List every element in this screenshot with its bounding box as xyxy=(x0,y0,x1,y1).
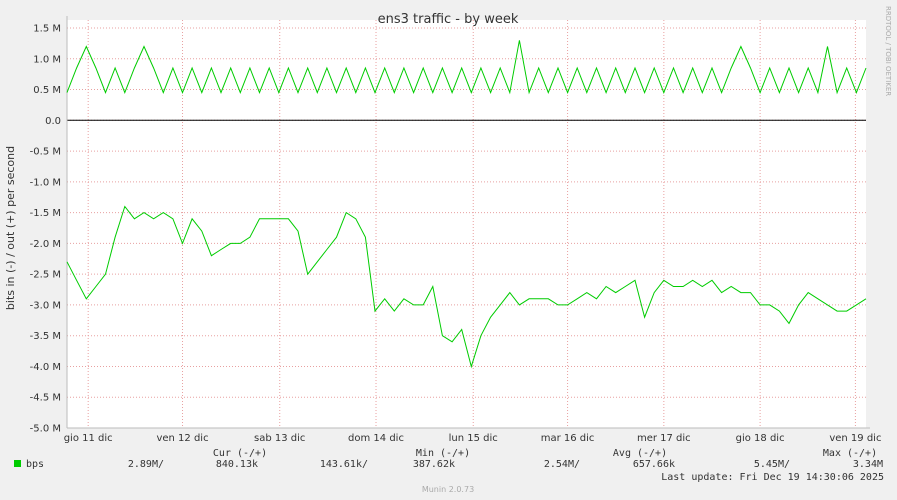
y-tick-label: -5.0 M xyxy=(30,424,61,435)
x-tick-label: mar 16 dic xyxy=(541,433,595,444)
legend-value: 2.54M/ xyxy=(544,459,580,470)
legend-value: 3.34M xyxy=(853,459,883,470)
x-tick-label: gio 18 dic xyxy=(736,433,785,444)
legend-value: 2.89M/ xyxy=(128,459,164,470)
y-tick-label: -3.5 M xyxy=(30,331,61,342)
legend-header: Max (-/+) xyxy=(823,448,877,459)
legend-name: bps xyxy=(26,459,44,470)
y-tick-label: 1.5 M xyxy=(33,24,61,35)
legend-value: 143.61k/ xyxy=(320,459,368,470)
x-tick-label: lun 15 dic xyxy=(449,433,498,444)
x-tick-label: gio 11 dic xyxy=(64,433,113,444)
y-tick-label: 0.5 M xyxy=(33,85,61,96)
last-update: Last update: Fri Dec 19 14:30:06 2025 xyxy=(661,472,884,483)
y-tick-label: -1.5 M xyxy=(30,208,61,219)
y-tick-label: -0.5 M xyxy=(30,147,61,158)
data-line xyxy=(66,205,867,369)
side-note: RRDTOOL / TOBI OETIKER xyxy=(884,6,892,96)
x-tick-label: ven 19 dic xyxy=(829,433,881,444)
y-tick-label: -1.0 M xyxy=(30,177,61,188)
y-axis-label: bits in (-) / out (+) per second xyxy=(4,146,17,310)
x-tick-label: dom 14 dic xyxy=(348,433,404,444)
legend-value: 840.13k xyxy=(216,459,258,470)
x-tick-label: ven 12 dic xyxy=(156,433,208,444)
legend-value: 387.62k xyxy=(413,459,455,470)
data-line xyxy=(66,40,867,95)
chart-title: ens3 traffic - by week xyxy=(378,12,519,27)
legend-swatch xyxy=(14,460,21,467)
y-tick-label: 1.0 M xyxy=(33,54,61,65)
y-tick-label: -4.5 M xyxy=(30,393,61,404)
x-tick-label: sab 13 dic xyxy=(254,433,305,444)
y-tick-label: -3.0 M xyxy=(30,300,61,311)
y-tick-label: 0.0 xyxy=(45,116,61,127)
y-tick-label: -2.0 M xyxy=(30,239,61,250)
legend-value: 657.66k xyxy=(633,459,675,470)
legend-header: Avg (-/+) xyxy=(613,448,667,459)
y-tick-label: -2.5 M xyxy=(30,270,61,281)
y-tick-label: -4.0 M xyxy=(30,362,61,373)
legend-value: 5.45M/ xyxy=(754,459,790,470)
legend-header: Min (-/+) xyxy=(416,448,470,459)
footer: Munin 2.0.73 xyxy=(422,485,474,494)
legend-header: Cur (-/+) xyxy=(213,448,267,459)
x-tick-label: mer 17 dic xyxy=(637,433,691,444)
